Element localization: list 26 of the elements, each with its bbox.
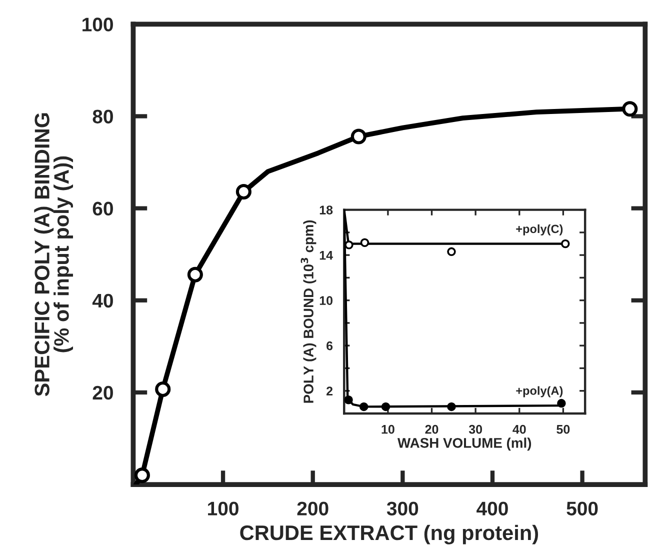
y-tick-label: 20 [92, 386, 113, 400]
y-tick-label: 2 [326, 386, 333, 396]
x-tick-label: 100 [208, 502, 238, 516]
y-tick-label: 60 [92, 202, 113, 216]
y-axis-title: SPECIFIC POLY (A) BINDING (% of input poly (A)) [34, 113, 73, 396]
y-axis-title: POLY (A) BOUND (10$^{3}$ cpm) [300, 220, 316, 403]
y-tick-label: 100 [82, 18, 113, 32]
x-tick-label: 10 [382, 424, 394, 434]
series-label: +poly(A) [516, 386, 563, 398]
x-tick-label: 500 [566, 502, 598, 516]
x-tick-label: 300 [386, 502, 418, 516]
x-tick-label: 200 [297, 502, 328, 516]
x-tick-label: 40 [512, 424, 526, 434]
x-axis-title: WASH VOLUME (ml) [397, 438, 532, 451]
x-axis-title: CRUDE EXTRACT (ng protein) [240, 524, 538, 544]
x-tick-label: 20 [425, 424, 438, 434]
x-tick-label: 50 [556, 424, 570, 434]
x-tick-label: 400 [476, 502, 508, 516]
y-tick-label: 6 [326, 341, 333, 350]
y-tick-label: 14 [320, 251, 333, 260]
x-tick-label: 30 [468, 424, 482, 434]
series-label: +poly(C) [516, 224, 563, 236]
y-tick-label: 80 [92, 110, 113, 124]
y-tick-label: 18 [320, 206, 333, 214]
y-tick-label: 40 [92, 294, 113, 308]
y-tick-label: 10 [320, 296, 333, 305]
